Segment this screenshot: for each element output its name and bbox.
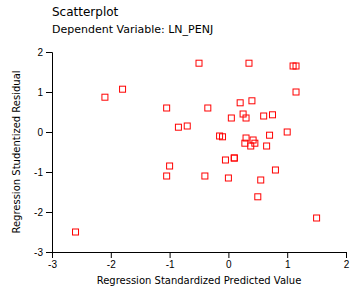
x-tick: 0 xyxy=(226,252,232,270)
square-point xyxy=(246,60,252,66)
square-point xyxy=(164,105,170,111)
square-point xyxy=(237,100,243,106)
y-tick-label: -2 xyxy=(34,207,43,218)
square-point xyxy=(261,113,267,119)
square-point xyxy=(293,63,299,69)
x-tick: -1 xyxy=(166,252,175,270)
y-tick-mark xyxy=(46,92,52,93)
x-tick-mark xyxy=(111,252,112,258)
x-tick-label: -2 xyxy=(107,259,116,270)
square-point xyxy=(272,167,278,173)
square-point xyxy=(228,115,234,121)
x-tick-label: 0 xyxy=(226,259,232,270)
plot: -3 -2 -1 0 1 2 -3 -2 -1 0 1 2 Regression Standardize… xyxy=(11,47,350,286)
square-point xyxy=(225,175,231,181)
x-tick-mark xyxy=(170,252,171,258)
x-tick: 2 xyxy=(344,252,350,270)
y-tick-label: 0 xyxy=(37,127,43,138)
x-tick-label: -1 xyxy=(166,259,175,270)
x-tick-label: -3 xyxy=(48,259,57,270)
x-axis-line xyxy=(53,253,347,259)
y-tick: 0 xyxy=(37,127,52,138)
square-point xyxy=(264,143,270,149)
square-point xyxy=(220,134,226,140)
x-tick-mark xyxy=(287,252,288,258)
y-tick: -2 xyxy=(34,207,52,218)
x-tick: -2 xyxy=(107,252,116,270)
square-point xyxy=(102,94,108,100)
square-point xyxy=(120,86,126,92)
square-point xyxy=(243,115,249,121)
y-tick-label: -3 xyxy=(34,247,43,258)
y-axis-title: Regression Studentized Residual xyxy=(11,70,22,233)
points xyxy=(73,60,320,235)
square-point xyxy=(267,132,273,138)
x-tick-mark xyxy=(228,252,229,258)
y-tick-label: 1 xyxy=(37,87,43,98)
y-tick-label: 2 xyxy=(37,47,43,58)
x-tick-mark xyxy=(346,252,347,258)
y-tick-mark xyxy=(46,172,52,173)
square-point xyxy=(167,163,173,169)
y-axis-line xyxy=(46,53,53,253)
y-axis: -3 -2 -1 0 1 2 xyxy=(34,47,52,258)
square-point xyxy=(184,123,190,129)
square-point xyxy=(314,215,320,221)
y-tick-mark xyxy=(46,52,52,53)
square-point xyxy=(205,105,211,111)
square-point xyxy=(222,157,228,163)
x-tick: -3 xyxy=(48,252,57,270)
square-point xyxy=(175,124,181,130)
square-point xyxy=(73,229,79,235)
square-point xyxy=(164,173,170,179)
y-tick: 1 xyxy=(37,87,52,98)
square-point xyxy=(231,155,237,161)
square-point xyxy=(249,98,255,104)
square-point xyxy=(243,135,249,141)
y-tick-mark xyxy=(46,212,52,213)
x-tick-label: 2 xyxy=(344,259,350,270)
square-point xyxy=(284,129,290,135)
square-point xyxy=(196,60,202,66)
x-axis: -3 -2 -1 0 1 2 xyxy=(48,252,350,270)
y-tick-mark xyxy=(46,252,52,253)
chart: ScatterplotDependent Variable: LN_PENJ-3… xyxy=(0,0,364,292)
title: Scatterplot xyxy=(52,5,119,19)
square-point xyxy=(202,173,208,179)
square-point xyxy=(293,89,299,95)
y-tick: 2 xyxy=(37,47,52,58)
square-point xyxy=(252,140,258,146)
y-tick-label: -1 xyxy=(34,167,43,178)
x-axis-title: Regression Standardized Predicted Value xyxy=(97,275,302,286)
square-point xyxy=(255,194,261,200)
square-point xyxy=(231,155,237,161)
y-tick: -1 xyxy=(34,167,52,178)
x-tick-label: 1 xyxy=(285,259,291,270)
subtitle: Dependent Variable: LN_PENJ xyxy=(52,23,213,36)
square-point xyxy=(270,112,276,118)
y-tick-mark xyxy=(46,132,52,133)
square-point xyxy=(258,177,264,183)
x-tick: 1 xyxy=(285,252,291,270)
y-tick: -3 xyxy=(34,247,52,258)
